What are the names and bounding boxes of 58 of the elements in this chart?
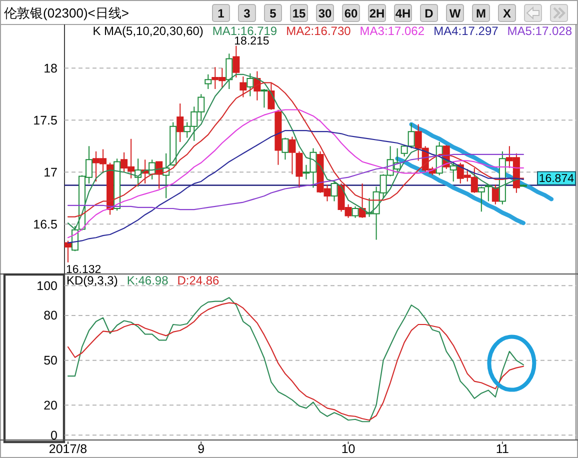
y-tick-label: 16.5 <box>33 217 58 232</box>
annotation: 18.215 <box>234 35 270 48</box>
button: W <box>446 4 464 22</box>
y-tick-label: 50 <box>44 354 58 368</box>
candlestick <box>408 122 415 149</box>
candlestick <box>484 184 492 202</box>
button: X <box>498 4 516 22</box>
candlestick <box>330 180 338 202</box>
candlestick <box>282 137 289 160</box>
line-series <box>67 109 524 238</box>
line-series <box>395 156 526 226</box>
candlestick <box>260 88 268 108</box>
x-tick-label: 9 <box>198 442 205 456</box>
candlestick <box>170 122 177 166</box>
legend: KD(9,3,3) K:46.98 D:24.86 <box>66 274 220 288</box>
candlestick <box>274 109 282 166</box>
candlestick <box>156 161 163 190</box>
button: 15 <box>290 4 308 22</box>
candlestick <box>232 45 240 78</box>
legend: K MA(5,10,20,30,60) MA1:16.719 MA2:16.730 MA3:17.062 MA4:17.297 MA5:17.028 <box>92 24 572 38</box>
y-tick-label: 20 <box>44 398 58 412</box>
button: 1 <box>212 4 230 22</box>
candlestick <box>400 144 408 158</box>
candlestick <box>450 161 457 182</box>
button: 60 <box>342 4 360 22</box>
button: 4H <box>394 4 412 22</box>
x-tick-label: 11 <box>496 442 509 456</box>
button: 5 <box>264 4 282 22</box>
candlestick <box>114 158 121 212</box>
ref-line-label: 16.874 <box>538 173 575 186</box>
candlestick <box>226 53 233 90</box>
candlestick <box>296 150 303 188</box>
y-tick-label: 17.5 <box>33 113 58 128</box>
button: M <box>472 4 490 22</box>
x-tick-label: 2017/8 <box>48 442 88 456</box>
line-series <box>67 130 524 244</box>
button: D <box>420 4 438 22</box>
line-series <box>67 154 524 210</box>
button: 30 <box>316 4 334 22</box>
candlestick <box>478 186 485 212</box>
annotation: 16.132 <box>66 264 102 276</box>
y-tick-label: 17 <box>44 165 58 180</box>
y-tick-label: 80 <box>44 308 58 323</box>
candlestick <box>520 184 527 188</box>
button: 2H <box>368 4 386 22</box>
text: 伦敦银(02300)<日线> <box>4 6 129 20</box>
y-tick-label: 100 <box>36 278 58 293</box>
candlestick <box>246 72 254 97</box>
candlestick <box>64 240 72 263</box>
candlestick <box>204 74 212 90</box>
candlestick <box>352 206 359 218</box>
y-tick-label: 0 <box>50 428 58 442</box>
y-tick-label: 18 <box>44 61 58 76</box>
candlestick <box>288 136 296 175</box>
candlestick <box>492 184 499 205</box>
candlestick <box>176 103 184 142</box>
button: 3 <box>238 4 256 22</box>
x-tick-label: 10 <box>341 442 356 456</box>
